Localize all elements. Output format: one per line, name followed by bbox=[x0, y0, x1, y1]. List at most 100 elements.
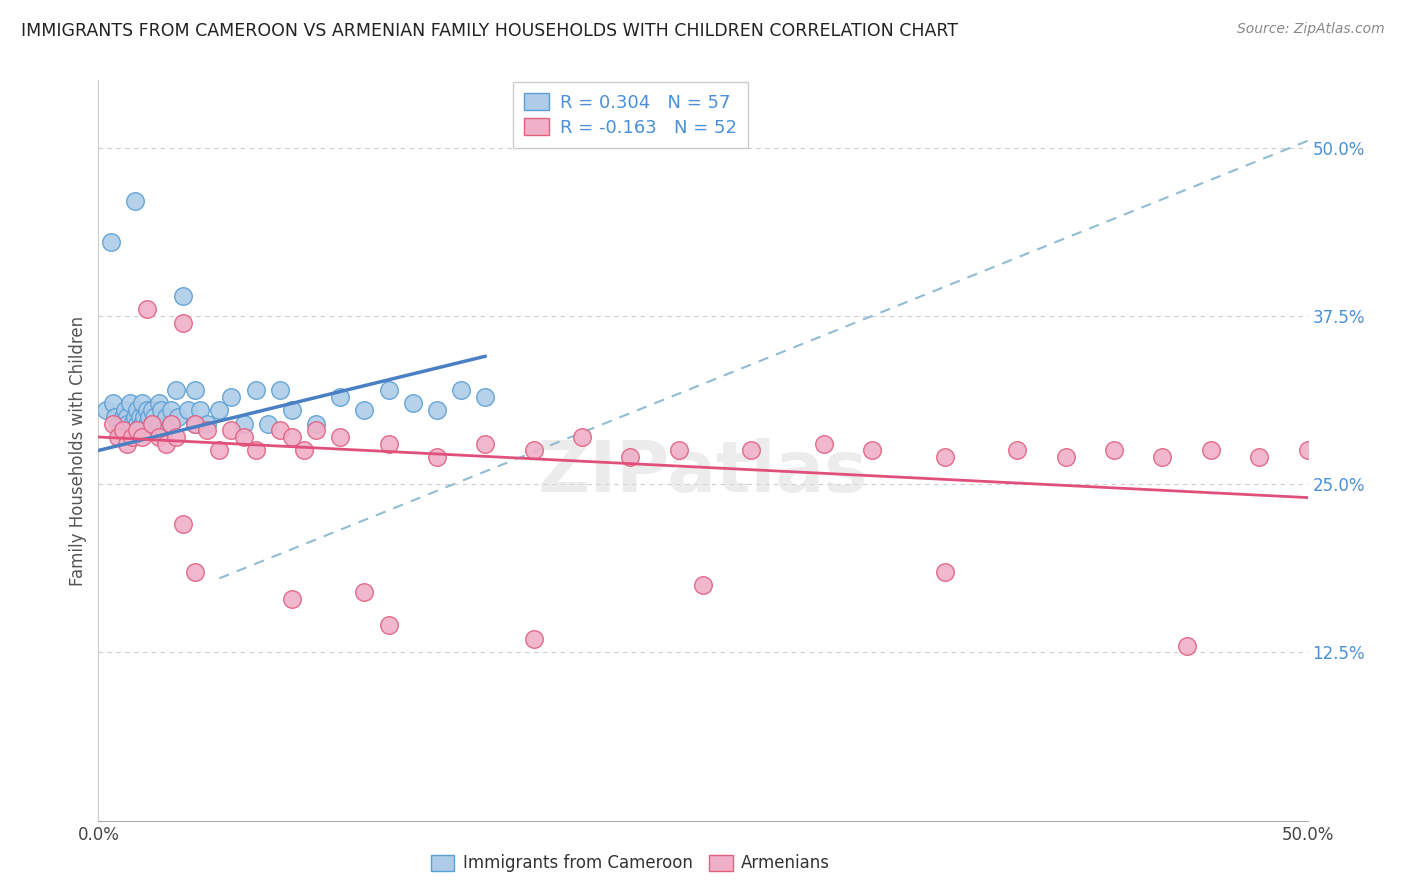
Point bbox=[160, 403, 183, 417]
Point bbox=[1199, 443, 1222, 458]
Point bbox=[172, 517, 194, 532]
Point bbox=[256, 417, 278, 431]
Point bbox=[104, 409, 127, 424]
Point bbox=[426, 450, 449, 465]
Point bbox=[221, 390, 243, 404]
Point bbox=[377, 436, 399, 450]
Point bbox=[208, 403, 231, 417]
Point bbox=[160, 417, 183, 431]
Point bbox=[121, 430, 143, 444]
Point bbox=[148, 430, 170, 444]
Point bbox=[232, 417, 254, 431]
Point bbox=[305, 417, 328, 431]
Point bbox=[353, 403, 375, 417]
Point bbox=[148, 417, 170, 431]
Point bbox=[134, 409, 156, 424]
Point bbox=[111, 409, 134, 424]
Point bbox=[269, 383, 291, 397]
Point bbox=[94, 403, 117, 417]
Point bbox=[160, 417, 183, 431]
Point bbox=[221, 423, 243, 437]
Point bbox=[165, 383, 187, 397]
Point bbox=[107, 430, 129, 444]
Point bbox=[135, 403, 157, 417]
Point bbox=[101, 396, 124, 410]
Point bbox=[184, 565, 207, 579]
Point bbox=[195, 417, 218, 431]
Point bbox=[150, 403, 173, 417]
Point bbox=[117, 417, 139, 431]
Point bbox=[329, 390, 352, 404]
Point bbox=[474, 436, 496, 450]
Point bbox=[1249, 450, 1271, 465]
Point bbox=[135, 302, 157, 317]
Point bbox=[152, 423, 174, 437]
Point bbox=[108, 423, 131, 437]
Point bbox=[101, 417, 124, 431]
Point bbox=[143, 409, 166, 424]
Point bbox=[148, 396, 170, 410]
Point bbox=[1296, 443, 1319, 458]
Point bbox=[128, 409, 150, 424]
Point bbox=[692, 578, 714, 592]
Point bbox=[281, 403, 304, 417]
Point bbox=[232, 430, 254, 444]
Point bbox=[523, 632, 546, 646]
Point bbox=[114, 403, 136, 417]
Point bbox=[1175, 639, 1198, 653]
Legend: Immigrants from Cameroon, Armenians: Immigrants from Cameroon, Armenians bbox=[425, 847, 837, 879]
Point bbox=[934, 565, 956, 579]
Point bbox=[127, 417, 149, 431]
Point bbox=[155, 436, 177, 450]
Point bbox=[269, 423, 291, 437]
Point bbox=[305, 423, 328, 437]
Point bbox=[131, 417, 153, 431]
Point bbox=[111, 417, 134, 431]
Point bbox=[111, 423, 134, 437]
Point bbox=[165, 430, 187, 444]
Point bbox=[184, 417, 207, 431]
Text: ZIPatlas: ZIPatlas bbox=[538, 438, 868, 508]
Point bbox=[292, 443, 315, 458]
Point bbox=[188, 403, 211, 417]
Text: IMMIGRANTS FROM CAMEROON VS ARMENIAN FAMILY HOUSEHOLDS WITH CHILDREN CORRELATION: IMMIGRANTS FROM CAMEROON VS ARMENIAN FAM… bbox=[21, 22, 957, 40]
Point bbox=[281, 430, 304, 444]
Point bbox=[426, 403, 449, 417]
Point bbox=[450, 383, 472, 397]
Point bbox=[195, 423, 218, 437]
Point bbox=[141, 417, 163, 431]
Y-axis label: Family Households with Children: Family Households with Children bbox=[69, 316, 87, 585]
Point bbox=[124, 409, 146, 424]
Point bbox=[167, 409, 190, 424]
Point bbox=[124, 194, 146, 209]
Point bbox=[245, 383, 267, 397]
Point bbox=[571, 430, 593, 444]
Point bbox=[668, 443, 690, 458]
Point bbox=[172, 288, 194, 302]
Point bbox=[135, 417, 157, 431]
Point bbox=[1007, 443, 1029, 458]
Point bbox=[121, 417, 143, 431]
Point bbox=[131, 396, 153, 410]
Point bbox=[523, 443, 546, 458]
Point bbox=[127, 423, 149, 437]
Point bbox=[377, 383, 399, 397]
Point bbox=[208, 443, 231, 458]
Point bbox=[117, 409, 139, 424]
Point bbox=[184, 417, 207, 431]
Point bbox=[474, 390, 496, 404]
Point bbox=[118, 396, 141, 410]
Point bbox=[353, 584, 375, 599]
Point bbox=[245, 443, 267, 458]
Point bbox=[329, 430, 352, 444]
Point bbox=[402, 396, 425, 410]
Point bbox=[107, 417, 129, 431]
Point bbox=[155, 409, 177, 424]
Point bbox=[1152, 450, 1174, 465]
Point bbox=[1102, 443, 1125, 458]
Point bbox=[172, 316, 194, 330]
Point bbox=[934, 450, 956, 465]
Point bbox=[131, 430, 153, 444]
Point bbox=[127, 403, 149, 417]
Text: Source: ZipAtlas.com: Source: ZipAtlas.com bbox=[1237, 22, 1385, 37]
